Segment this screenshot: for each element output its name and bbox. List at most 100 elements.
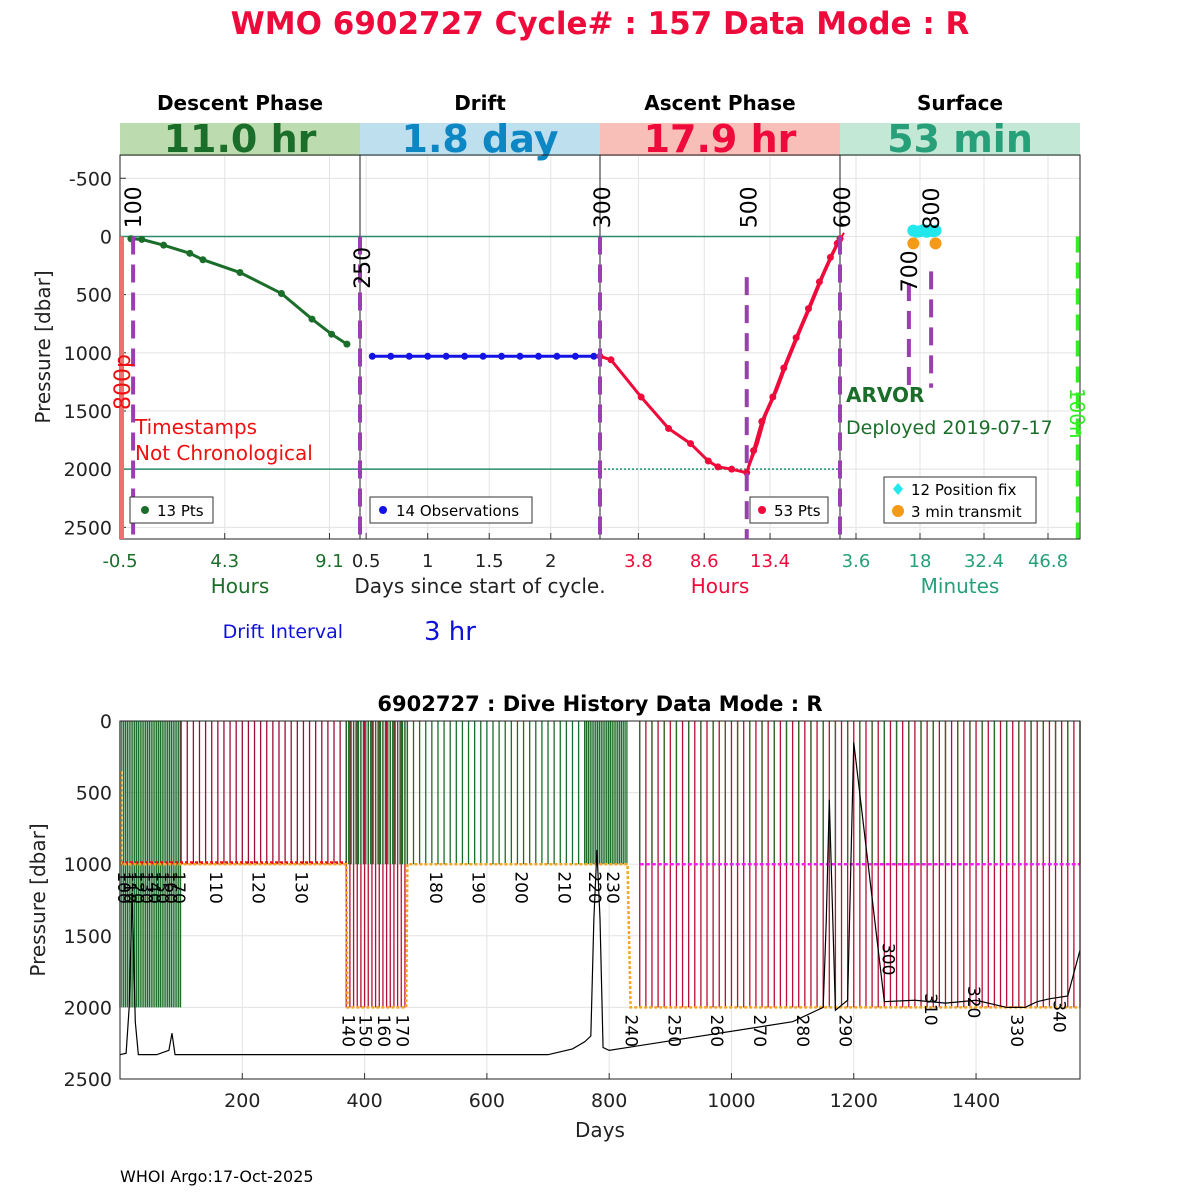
warning-line2: Not Chronological [135,441,313,465]
x-tick-label: 46.8 [1028,551,1068,572]
drift-point [553,352,561,360]
ascent-legend: 53 Pts [749,496,829,524]
y-tick-label: 500 [76,783,112,805]
deployment-date: Deployed 2019-07-17 [846,417,1053,439]
cycle-number-label: 150 [355,1015,375,1047]
cycle-number-label: 310 [920,993,940,1025]
cycle-number-label: 140 [144,871,164,903]
profile-segment [180,721,347,865]
drift-point [534,352,542,360]
cycle-number-label: 160 [373,1015,393,1047]
cycle-number-label: 120 [127,871,147,903]
plot-frame [119,720,1081,1080]
cycle-number-label: 240 [621,1015,641,1047]
drift-point [571,352,579,360]
cycle-number-label: 170 [168,871,188,903]
profile-segment [639,721,1081,865]
drift-point [442,352,450,360]
side-label: 800p [111,354,136,410]
descent-point [343,340,351,348]
ascent-point [728,465,736,473]
drift-legend: 14 Observations [369,496,533,524]
cycle-number-label: 270 [749,1015,769,1047]
legend-label: 13 Pts [157,502,204,520]
descent-point [138,235,146,243]
descent-legend: 13 Pts [129,496,214,524]
y-axis-label: Pressure [dbar] [26,823,50,976]
drift-point [498,352,506,360]
ascent-point [780,364,788,372]
ascent-point [815,278,823,286]
profile-segment [345,721,409,865]
descent-point [199,256,207,264]
descent-point [236,269,244,277]
legend-marker-fix [893,483,903,495]
ascent-point [826,253,834,261]
transmit-point [907,237,920,250]
cycle-number-label: 340 [1049,1000,1069,1032]
drift-point [405,352,413,360]
drift-interval-label: Drift Interval [223,621,343,643]
profile-segment [584,721,628,865]
drift-interval-value: 3 hr [424,617,476,647]
cycle-number-label: 300 [877,943,897,975]
y-tick-label: 0 [100,711,112,733]
x-tick-label: 3.6 [842,551,871,572]
ascent-point [804,305,812,313]
legend-label: 14 Observations [396,502,519,520]
drift-point [424,352,432,360]
phase-name: Drift [454,91,506,115]
x-tick-label: 32.4 [964,551,1004,572]
phase-xlabel: Hours [691,574,750,598]
legend-marker-transmit [892,505,904,517]
chart-title: 6902727 : Dive History Data Mode : R [377,692,822,716]
ascent-point [714,463,722,471]
cycle-marker-label: 500 [738,186,763,228]
cycle-number-label: 220 [584,871,604,903]
y-tick-label: 2500 [64,1069,112,1091]
x-tick-label: 13.4 [750,551,790,572]
drift-point [461,352,469,360]
x-tick-label: 3.8 [624,551,653,572]
legend-marker [379,506,387,514]
cycle-number-label: 190 [468,871,488,903]
warning-line1: Timestamps [134,415,257,439]
cycle-number-label: 160 [160,871,180,903]
x-tick-label: 0.5 [352,551,381,572]
phase-band [840,123,1080,156]
phase-name: Descent Phase [157,91,323,115]
ascent-point [769,393,777,401]
ascent-point [792,334,800,342]
cycle-number-label: 280 [792,1015,812,1047]
cycle-marker-label: 100 [122,186,147,228]
max-depth-line [119,771,1080,1009]
descent-point [160,241,168,249]
cycle-number-label: 100 [113,871,133,903]
dive-history-chart: 0 500 1000 1500 2000 2500 200 400 600 800 1000 1200… [26,692,1081,1142]
y-tick-label: 1500 [64,926,112,948]
descent-point [186,249,194,257]
x-tick-label: 1.5 [475,551,504,572]
legend-box [369,496,533,524]
cycle-marker-label: 800 [920,187,945,229]
legend-marker [141,506,149,514]
phase-band [600,123,840,156]
position-fix-point [929,224,942,237]
x-tick-label: -0.5 [102,551,137,572]
legend-label: 3 min transmit [911,503,1022,521]
drift-point [387,352,395,360]
cycle-number-label: 110 [119,871,139,903]
cycle-number-label: 170 [391,1015,411,1047]
surface-bar [120,236,124,540]
cycle-number-label: 330 [1006,1015,1026,1047]
panel-frame [599,154,841,540]
cycle-number-label: 260 [706,1015,726,1047]
x-tick-label: 600 [469,1090,505,1112]
y-tick-label: 1000 [64,343,112,365]
cycle-number-label: 130 [136,871,156,903]
x-tick-label: 1200 [830,1090,878,1112]
ascent-point [687,440,695,448]
cycle-number-label: 140 [337,1015,357,1047]
cycle-marker-label: 100n [1065,388,1089,439]
